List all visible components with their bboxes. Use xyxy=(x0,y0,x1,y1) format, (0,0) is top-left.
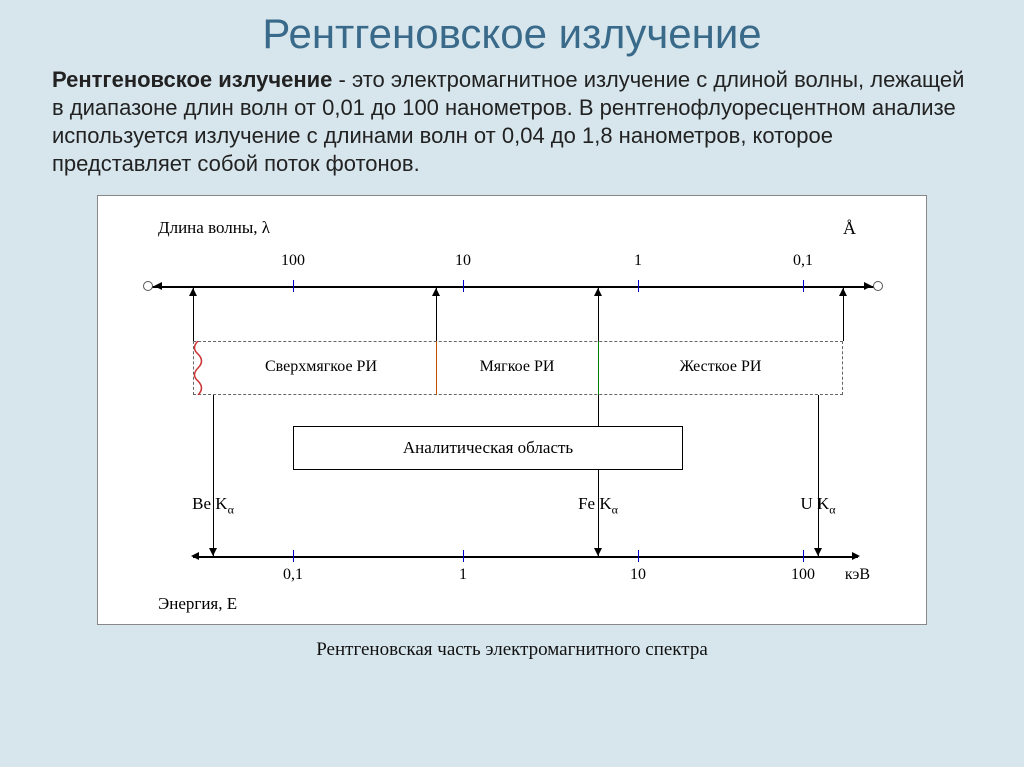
wavelength-label: Длина волны, λ xyxy=(158,218,270,238)
diagram-caption: Рентгеновская часть электромагнитного сп… xyxy=(40,639,984,661)
bottom-tick-label-1: 1 xyxy=(459,566,467,584)
kev-unit: кэВ xyxy=(845,566,870,584)
bottom-tick-label-3: 100 xyxy=(791,566,815,584)
description: Рентгеновское излучение - это электромаг… xyxy=(52,66,972,179)
slide-title: Рентгеновское излучение xyxy=(40,10,984,58)
down-arrow-elem-0 xyxy=(209,548,217,556)
bottom-tick-2 xyxy=(638,550,639,562)
down-arrow-elem-2 xyxy=(814,548,822,556)
bottom-tick-3 xyxy=(803,550,804,562)
class-divider-0 xyxy=(436,341,437,395)
bottom-tick-label-0: 0,1 xyxy=(283,566,303,584)
down-line-elem-2 xyxy=(818,395,819,556)
angstrom-unit: Å xyxy=(843,218,856,239)
top-tick-1 xyxy=(463,280,464,292)
bottom-tick-0 xyxy=(293,550,294,562)
down-line-elem-1 xyxy=(598,395,599,556)
analytical-label: Аналитическая область xyxy=(403,438,573,458)
class-label-1: Мягкое РИ xyxy=(480,358,555,376)
top-tick-label-1: 10 xyxy=(455,252,471,270)
bottom-axis-arrow-left xyxy=(191,552,199,560)
top-tick-label-3: 0,1 xyxy=(793,252,813,270)
top-tick-0 xyxy=(293,280,294,292)
energy-label: Энергия, E xyxy=(158,594,237,614)
top-tick-label-0: 100 xyxy=(281,252,305,270)
up-arrow-2 xyxy=(594,288,602,296)
spectrum-diagram: Длина волны, λ Å 100 10 1 0,1 Сверхмягкое РИ Мя… xyxy=(97,195,927,625)
up-arrow-3 xyxy=(839,288,847,296)
up-arrow-1 xyxy=(432,288,440,296)
class-divider-1 xyxy=(598,341,599,395)
desc-bold: Рентгеновское излучение xyxy=(52,67,332,92)
top-axis-endpoint-left xyxy=(143,281,153,291)
bottom-tick-1 xyxy=(463,550,464,562)
class-label-2: Жесткое РИ xyxy=(680,358,762,376)
down-line-elem-0 xyxy=(213,395,214,556)
bottom-tick-label-2: 10 xyxy=(630,566,646,584)
up-arrow-0 xyxy=(189,288,197,296)
bottom-axis-arrow-right xyxy=(852,552,860,560)
top-axis-arrow-left xyxy=(154,282,162,290)
down-arrow-elem-1 xyxy=(594,548,602,556)
top-axis-endpoint-right xyxy=(873,281,883,291)
top-tick-label-2: 1 xyxy=(634,252,642,270)
top-tick-3 xyxy=(803,280,804,292)
top-tick-2 xyxy=(638,280,639,292)
class-label-0: Сверхмягкое РИ xyxy=(265,358,377,376)
wavy-edge-icon xyxy=(191,341,205,395)
top-axis xyxy=(148,286,878,288)
top-axis-arrow-right xyxy=(864,282,872,290)
